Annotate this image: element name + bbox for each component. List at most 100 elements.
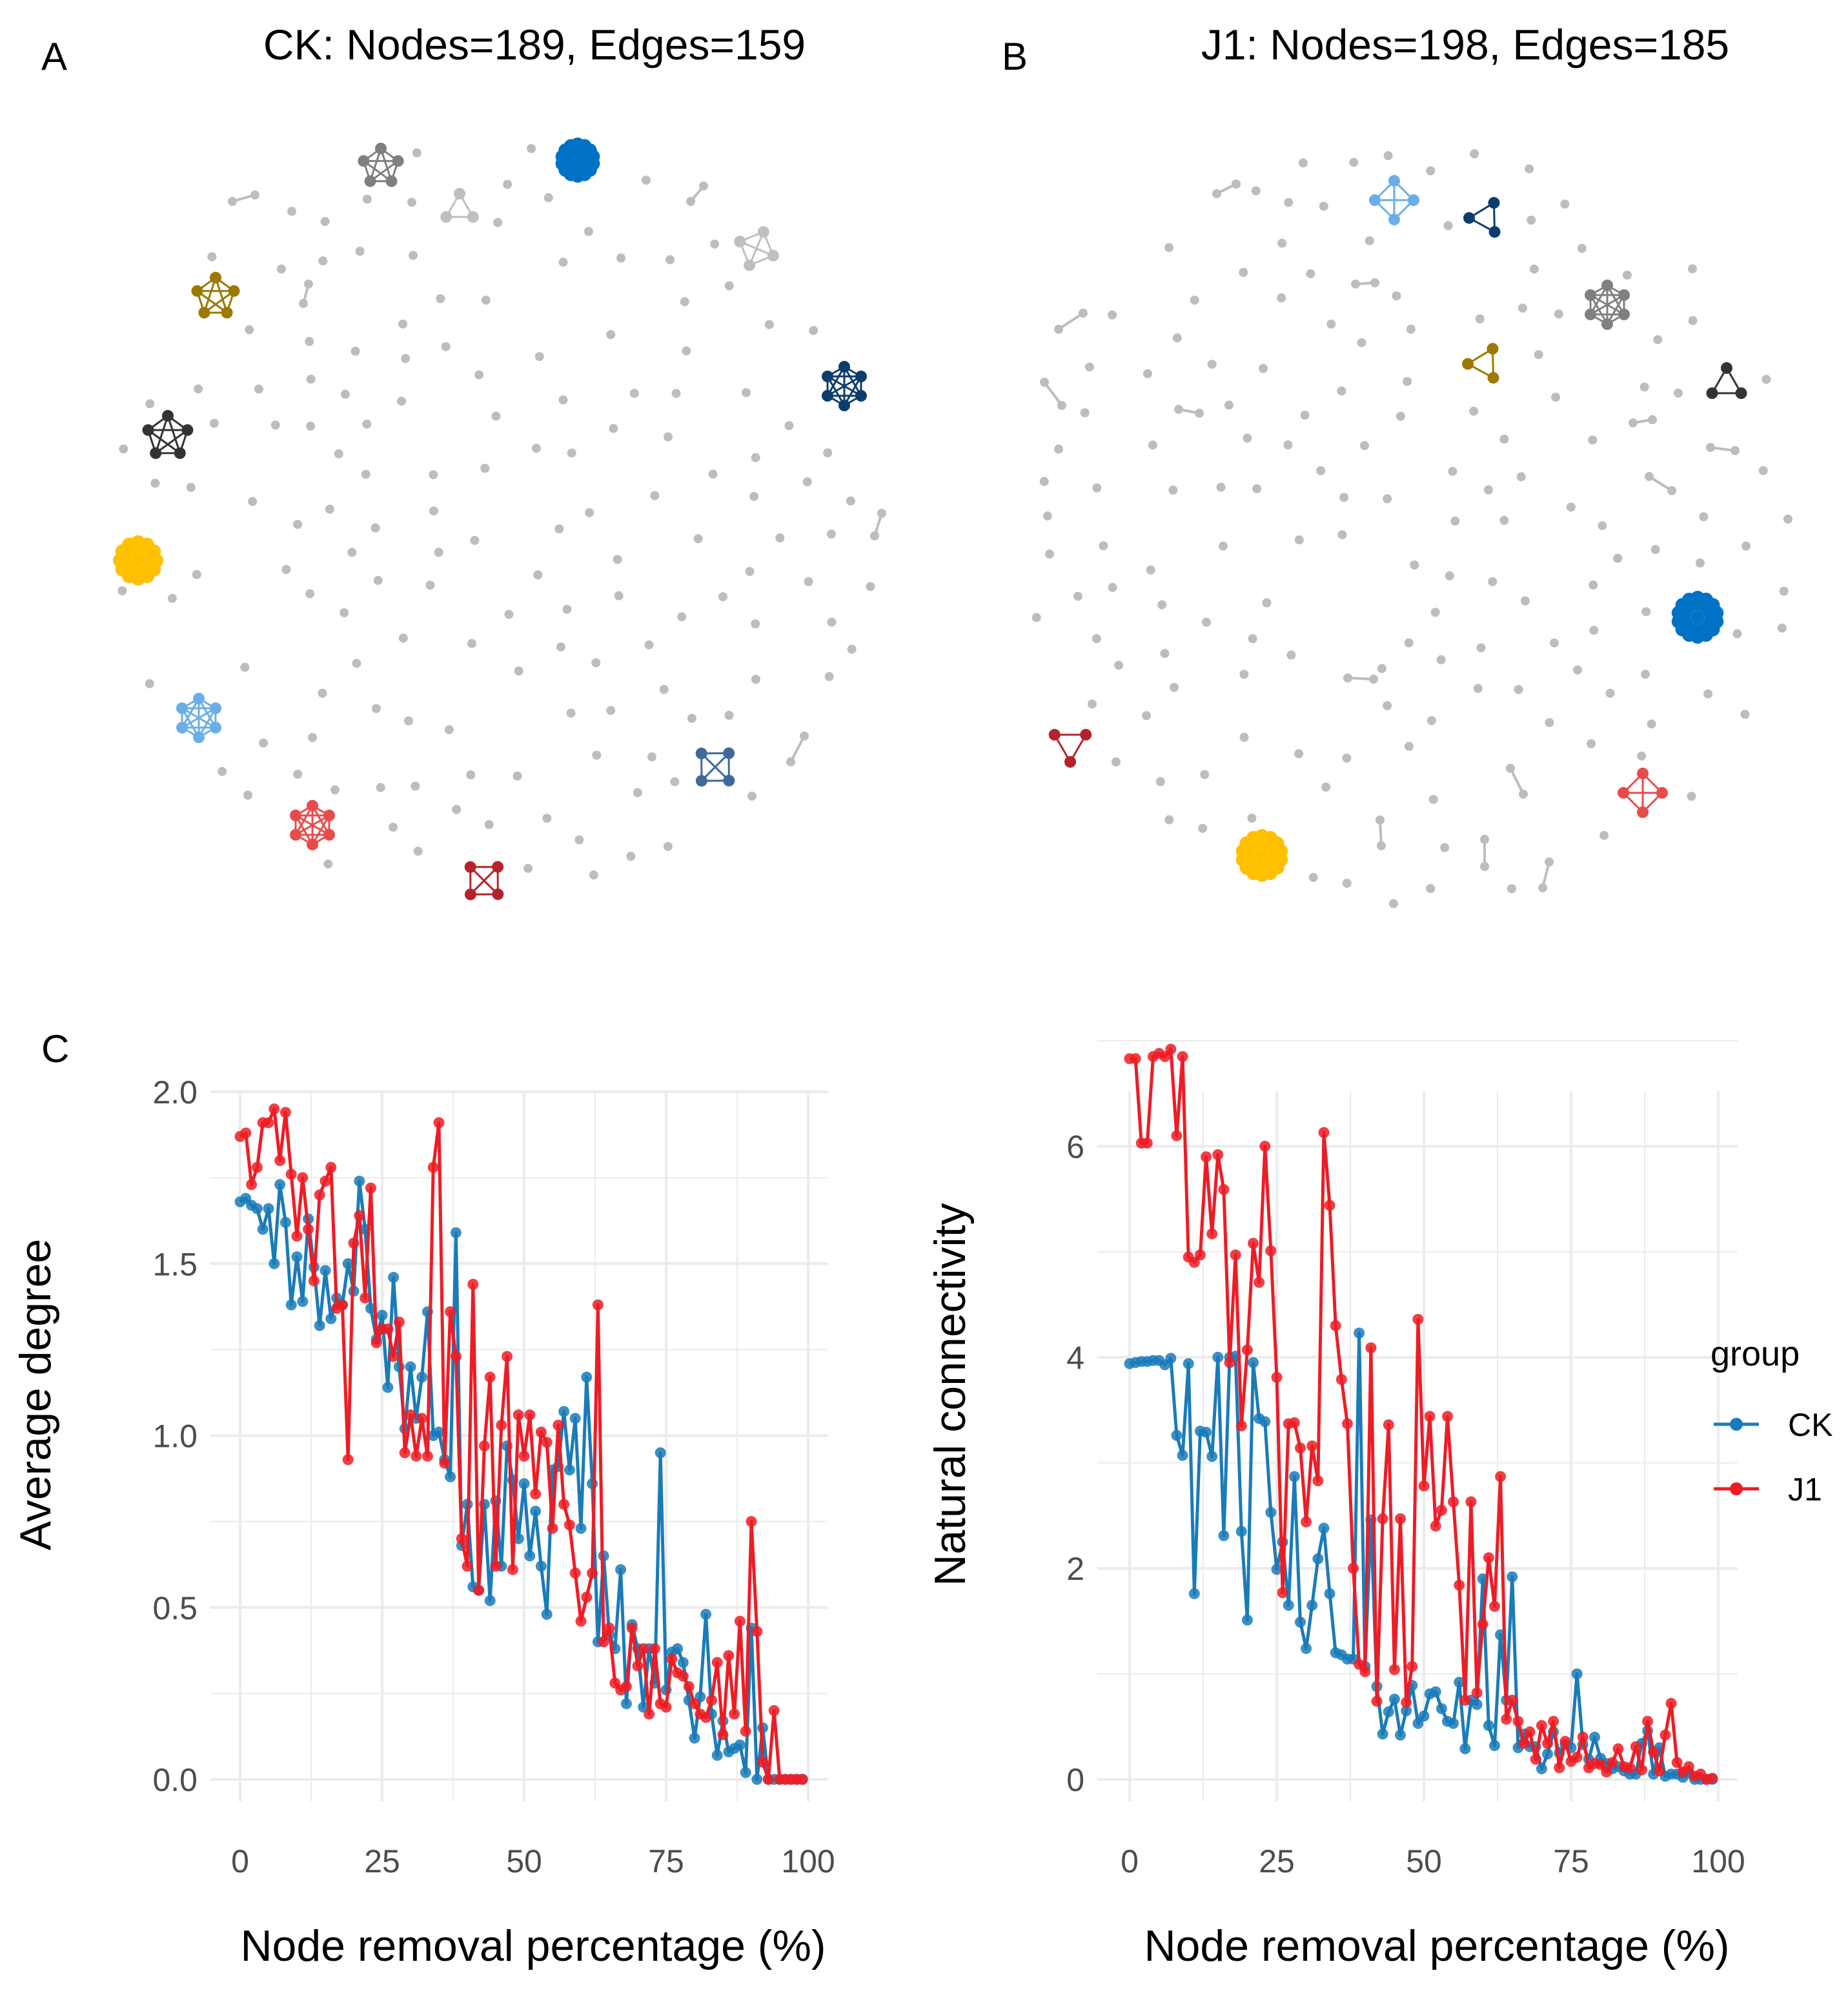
isolated-node (1092, 483, 1102, 493)
isolated-node (764, 320, 774, 329)
isolated-node (751, 453, 760, 462)
isolated-node (1190, 295, 1199, 305)
data-point-j1 (478, 1440, 490, 1451)
data-point-j1 (502, 1351, 513, 1362)
data-point-j1 (666, 1653, 678, 1665)
data-point-j1 (575, 1615, 587, 1627)
data-point-j1 (263, 1117, 274, 1129)
isolated-node (145, 399, 155, 409)
isolated-node (389, 823, 398, 832)
data-point-ck (1412, 1717, 1424, 1729)
isolated-node (1259, 363, 1268, 373)
isolated-node (1298, 158, 1308, 168)
y-tick-label: 1.0 (152, 1418, 198, 1455)
isolated-node (1473, 684, 1483, 693)
network-module (358, 143, 404, 187)
legend-swatch-ck-dot (1730, 1418, 1743, 1431)
isolated-node (1587, 739, 1596, 748)
data-point-j1 (1330, 1320, 1341, 1331)
data-point-j1 (683, 1681, 695, 1692)
series-line-j1 (1130, 1047, 1713, 1781)
data-point-ck (433, 1426, 445, 1438)
isolated-node (1622, 271, 1632, 280)
isolated-node (606, 330, 616, 340)
isolated-node (745, 567, 755, 577)
data-point-ck (751, 1774, 763, 1785)
isolated-node (1326, 319, 1336, 329)
legend-swatch-j1-dot (1730, 1482, 1743, 1495)
data-point-ck (1454, 1677, 1465, 1688)
isolated-node (1284, 198, 1294, 207)
isolated-node (826, 529, 836, 539)
data-point-j1 (308, 1275, 320, 1287)
data-point-j1 (246, 1179, 258, 1191)
isolated-node (629, 389, 639, 398)
data-point-j1 (1218, 1183, 1230, 1195)
isolated-node (1599, 830, 1609, 840)
data-point-ck (1188, 1588, 1200, 1599)
isolated-node (1092, 634, 1101, 644)
node-pair (1040, 378, 1066, 410)
x-tick-label: 75 (648, 1843, 684, 1879)
natural-connectivity-chart: 0 2 4 6 0 25 50 75 100 Natural connectivity Nod… (926, 1040, 1745, 1970)
data-point-j1 (729, 1708, 740, 1720)
data-point-j1 (1488, 1601, 1500, 1612)
network-module (1369, 175, 1419, 225)
isolated-node (318, 688, 327, 698)
isolated-node (1605, 688, 1615, 698)
data-point-ck (1430, 1686, 1441, 1697)
isolated-node (1251, 186, 1261, 196)
isolated-node (1470, 149, 1479, 159)
x-tick-label: 75 (1553, 1843, 1589, 1879)
data-point-j1 (325, 1161, 337, 1173)
data-point-ck (376, 1309, 388, 1321)
isolated-node (325, 504, 334, 514)
isolated-node (718, 592, 728, 602)
data-point-j1 (297, 1172, 309, 1183)
isolated-node (466, 770, 476, 780)
isolated-node (751, 675, 760, 684)
isolated-node (1252, 484, 1262, 493)
data-point-j1 (1665, 1697, 1677, 1709)
isolated-node (1239, 733, 1249, 742)
data-point-j1 (706, 1695, 717, 1706)
data-point-ck (382, 1382, 394, 1393)
isolated-node (659, 684, 669, 694)
isolated-node (847, 644, 857, 654)
node-pair (686, 181, 708, 206)
legend-title: group (1711, 1335, 1800, 1373)
data-point-ck (530, 1506, 542, 1517)
data-point-ck (689, 1732, 700, 1744)
isolated-node (1383, 494, 1392, 504)
isolated-node (1239, 267, 1248, 277)
isolated-node (1499, 435, 1509, 444)
isolated-node (281, 565, 291, 575)
data-point-j1 (689, 1698, 700, 1710)
data-point-j1 (1235, 1420, 1247, 1432)
node-pair (1706, 443, 1740, 455)
isolated-node (254, 384, 263, 394)
data-point-ck (1165, 1353, 1177, 1364)
y-tick-label: 0.5 (152, 1590, 198, 1626)
node-pair (786, 732, 809, 766)
isolated-node (616, 253, 626, 263)
isolated-node (558, 395, 568, 405)
isolated-node (824, 671, 834, 681)
isolated-node (1054, 444, 1064, 454)
data-point-j1 (1412, 1313, 1424, 1325)
network-title-j1: J1: Nodes=198, Edges=185 (1201, 21, 1729, 68)
isolated-node (444, 725, 454, 735)
node-pair (1376, 815, 1386, 850)
isolated-node (642, 176, 651, 185)
isolated-node (407, 198, 416, 207)
data-point-j1 (1212, 1149, 1224, 1161)
data-point-ck (405, 1361, 416, 1373)
network-j1 (1031, 149, 1792, 908)
data-point-j1 (382, 1323, 394, 1335)
isolated-node (804, 577, 813, 586)
data-point-j1 (433, 1117, 445, 1129)
data-point-j1 (405, 1409, 416, 1421)
data-point-j1 (587, 1568, 598, 1579)
isolated-node (650, 491, 660, 500)
data-point-ck (1265, 1507, 1277, 1519)
